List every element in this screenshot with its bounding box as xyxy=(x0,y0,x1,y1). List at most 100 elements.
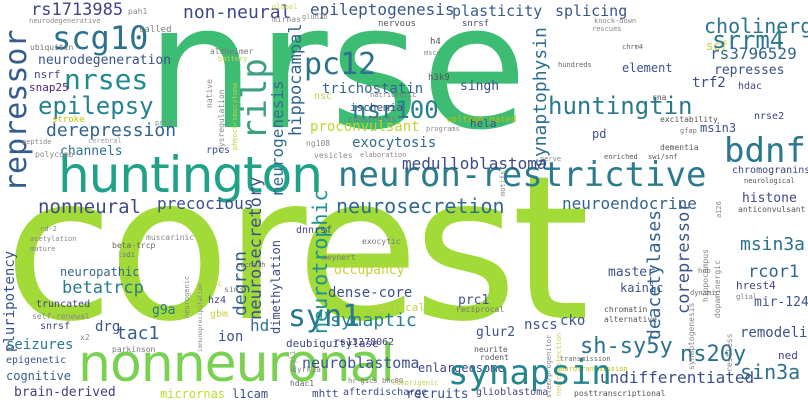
word-neuropathic: neuropathic xyxy=(60,265,140,279)
word-constructs: constructs xyxy=(348,115,397,124)
word-hippocampal: hippocampal xyxy=(286,23,306,136)
word-exocytosis: exocytosis xyxy=(352,135,437,151)
word-nonneuronal: nonneuronal xyxy=(78,334,395,394)
word-hundreds: hundreds xyxy=(558,61,592,69)
word-scf: scf xyxy=(706,39,728,53)
word-glun2b: glun2b xyxy=(302,13,328,21)
word-pd: pd xyxy=(592,127,607,141)
word-corepressor: corepressor xyxy=(674,201,694,314)
word-nervous: nervous xyxy=(378,19,416,29)
word-rcor1: rcor1 xyxy=(748,262,800,282)
word-lsd1: lsd1 xyxy=(118,251,135,259)
word-huntingtin: huntingtin xyxy=(548,92,693,120)
word-cerebral: cerebral xyxy=(88,137,122,145)
word-parkinson: parkinson xyxy=(112,345,156,354)
word-rodent: rodent xyxy=(480,353,509,362)
word-enlargeosome: enlargeosome xyxy=(418,361,505,375)
word-msin3: msin3 xyxy=(700,121,737,135)
word-cholinergic: cholinergic xyxy=(704,14,808,38)
word-tumorigenic: tumorigenic xyxy=(392,379,439,387)
word-derepression: derepression xyxy=(46,120,177,141)
word-muscarinic: muscarinic xyxy=(146,233,195,242)
word-neuron-restrictive: neuron-restrictive xyxy=(338,155,707,195)
word-cacna1h: cacna1h xyxy=(236,261,266,269)
word-chromogranins: chromogranins xyxy=(732,165,808,176)
word-voltage-gated: voltage-gated xyxy=(446,115,517,125)
word-restless: restless xyxy=(725,333,734,372)
word-elaboration: elaboration xyxy=(360,151,407,159)
word-syn1: syn1 xyxy=(288,299,361,334)
word-tac1: tac1 xyxy=(116,323,160,344)
word-neurogenesis: neurogenesis xyxy=(268,80,287,196)
word-ned: ned xyxy=(778,349,798,362)
word-nrse: nrse xyxy=(146,0,530,168)
word-gbm: gbm xyxy=(210,309,229,320)
word-rs1713985: rs1713985 xyxy=(31,0,124,20)
word-mirnas: mirnas xyxy=(272,15,301,24)
word-plasticity: plasticity xyxy=(452,2,543,20)
word-nrse2: nrse2 xyxy=(754,111,785,122)
word-bdnf: bdnf xyxy=(724,131,806,171)
word-splicing: splicing xyxy=(555,2,628,20)
word-rpcs: rpcs xyxy=(206,145,231,156)
word-deubiquitylase: deubiquitylase xyxy=(286,337,379,350)
word-hr-gscs: hr-gscs xyxy=(348,377,378,385)
word-occupancy: occupancy xyxy=(334,263,405,278)
word-bhc80: bhc80 xyxy=(382,377,404,385)
word-natriuretic: natriuretic xyxy=(370,91,417,99)
word-alternative: alternative xyxy=(604,315,657,324)
word-synapsin: synapsin xyxy=(448,353,612,393)
word-neurodegenerative: neurodegenerative xyxy=(29,17,101,25)
word-ns20y: ns20y xyxy=(680,342,747,367)
word-called: called xyxy=(139,25,172,35)
word-anticonvulsant: anticonvulsant xyxy=(738,205,806,214)
word-channels: channels xyxy=(60,144,123,159)
word-neuroblastoma: neuroblastoma xyxy=(302,354,420,372)
word-trf2: trf2 xyxy=(692,75,726,91)
word-dynamic: dynamic xyxy=(690,289,720,297)
word-reciprocal: reciprocal xyxy=(456,305,505,314)
word-l1cam: l1cam xyxy=(232,387,269,401)
word-alzheimer: alzheimer xyxy=(210,47,254,56)
word-rilp: rilp xyxy=(235,58,275,140)
word-glial: glial xyxy=(736,293,758,301)
word-srrm4: srrm4 xyxy=(712,26,785,54)
word-brain-derived: brain-derived xyxy=(14,385,116,400)
word-mir-124: mir-124 xyxy=(754,295,808,310)
word-pc12: pc12 xyxy=(304,47,377,82)
word-msin3a: msin3a xyxy=(740,234,806,255)
word-synaptogenesis: synaptogenesis xyxy=(687,302,696,370)
word-prc1: prc1 xyxy=(458,293,490,308)
word-immunoprecipitation: immunoprecipitation xyxy=(197,283,204,352)
word-glioblastoma: glioblastoma xyxy=(476,387,549,398)
word-stroke: stroke xyxy=(52,115,85,125)
word-sin3a: sin3a xyxy=(740,360,801,384)
word-nsrf: nsrf xyxy=(34,68,61,81)
word-hdac1: hdac1 xyxy=(290,379,315,388)
word-knock-down: knock-down xyxy=(594,17,637,25)
word-sh-sy5y: sh-sy5y xyxy=(580,334,673,359)
word-exocytic: exocytic xyxy=(362,237,401,246)
word-recruits: recruits xyxy=(406,387,469,402)
word-undifferentiated: undifferentiated xyxy=(600,368,755,387)
word-nrses: nrses xyxy=(64,63,149,96)
word-epileptogenesis: epileptogenesis xyxy=(310,0,455,19)
word-h4: h4 xyxy=(430,37,441,47)
word-ubiquitin: ubiquitin xyxy=(30,43,74,52)
word-synaptic: synaptic xyxy=(330,310,417,331)
word-motifs: motifs xyxy=(499,170,507,196)
word-rd-2: rd-2 xyxy=(40,225,57,233)
word-rs3796529: rs3796529 xyxy=(710,44,797,63)
word-dyrk1a: dyrk1a xyxy=(292,365,321,374)
word-trichostatin: trichostatin xyxy=(322,81,424,97)
word-nsr100: nsr100 xyxy=(352,96,439,124)
word-beta-trcp: beta-trcp xyxy=(112,241,156,250)
word-dnnrsf: dnnrsf xyxy=(296,225,333,236)
word-peptide: peptide xyxy=(22,138,52,146)
word-a126: a126 xyxy=(715,201,723,218)
word-pah1: pah1 xyxy=(128,7,148,16)
word-h3k9: h3k9 xyxy=(428,73,450,83)
word-prc2: prc2 xyxy=(155,119,172,127)
word-glur2: glur2 xyxy=(476,325,516,340)
word-ng108: ng108 xyxy=(306,139,331,148)
